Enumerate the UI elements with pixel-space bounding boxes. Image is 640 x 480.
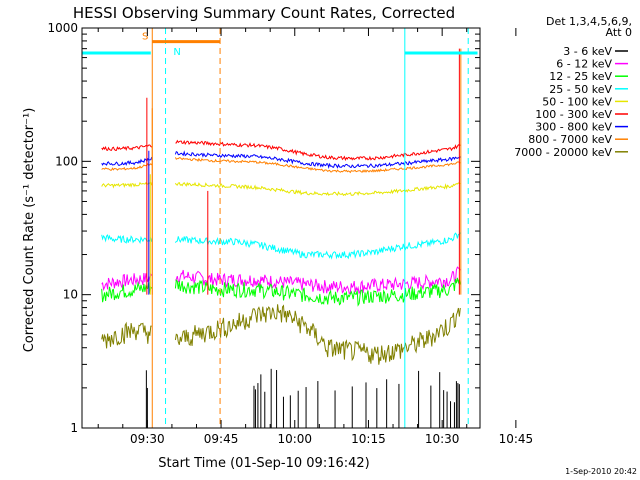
- y-tick-label: 100: [55, 154, 78, 168]
- legend-label: 12 - 25 keV: [549, 70, 612, 83]
- series-line-6-12keV: [175, 266, 461, 295]
- annotation-n: N: [173, 47, 180, 58]
- y-tick-label: 10: [63, 288, 78, 302]
- chart-title: HESSI Observing Summary Count Rates, Cor…: [73, 4, 455, 22]
- series-line-50-100keV: [101, 181, 153, 189]
- annotation-s: S: [142, 31, 148, 42]
- legend-label: 25 - 50 keV: [549, 83, 612, 96]
- legend-title-line: Att 0: [606, 26, 632, 39]
- series-line-300-800keV: [174, 150, 461, 169]
- series-line-25-50keV: [101, 234, 153, 244]
- x-tick-label: 09:30: [130, 432, 165, 446]
- series-line-800-7000keV: [174, 157, 461, 174]
- x-tick-label: 10:30: [425, 432, 460, 446]
- legend-label: 100 - 300 keV: [535, 108, 612, 121]
- legend-label: 6 - 12 keV: [556, 58, 612, 71]
- legend-label: 3 - 6 keV: [563, 45, 612, 58]
- y-axis: 1 10 100 1000: [47, 21, 480, 435]
- legend-label: 300 - 800 keV: [535, 121, 612, 134]
- series-line-50-100keV: [174, 181, 461, 197]
- series-line-25-50keV: [174, 232, 461, 260]
- series-line-7000-20000keV: [101, 321, 152, 349]
- y-axis-label: Corrected Count Rate (s⁻¹ detector⁻¹): [22, 108, 37, 353]
- series-line-12-25keV: [174, 277, 461, 307]
- x-axis-label: Start Time (01-Sep-10 09:16:42): [158, 456, 369, 471]
- y-tick-label: 1: [70, 421, 78, 435]
- legend-title-line: Det 1,3,4,5,6,9,: [546, 15, 632, 28]
- y-tick-label: 1000: [47, 21, 78, 35]
- legend-label: 800 - 7000 keV: [528, 133, 612, 146]
- x-tick-label: 10:45: [499, 432, 534, 446]
- plot-area: SN: [82, 28, 478, 428]
- footer-timestamp: 1-Sep-2010 20:42: [565, 467, 637, 476]
- series-line-6-12keV: [101, 272, 153, 292]
- legend-label: 50 - 100 keV: [542, 95, 612, 108]
- series-line-12-25keV: [101, 281, 153, 303]
- series-line-100-300keV: [175, 139, 461, 162]
- series-line-800-7000keV: [101, 163, 153, 171]
- legend-label: 7000 - 20000 keV: [514, 146, 612, 159]
- series-line-100-300keV: [101, 144, 153, 151]
- x-tick-label: 10:00: [277, 432, 312, 446]
- x-tick-label: 10:15: [351, 432, 386, 446]
- x-axis: 09:30 09:45 10:00 10:15 10:30 10:45: [97, 28, 534, 446]
- plot-content: [82, 28, 478, 428]
- x-tick-label: 09:45: [204, 432, 239, 446]
- plot-frame: [81, 27, 481, 429]
- series-line-7000-20000keV: [174, 304, 461, 365]
- series-line-300-800keV: [101, 156, 153, 166]
